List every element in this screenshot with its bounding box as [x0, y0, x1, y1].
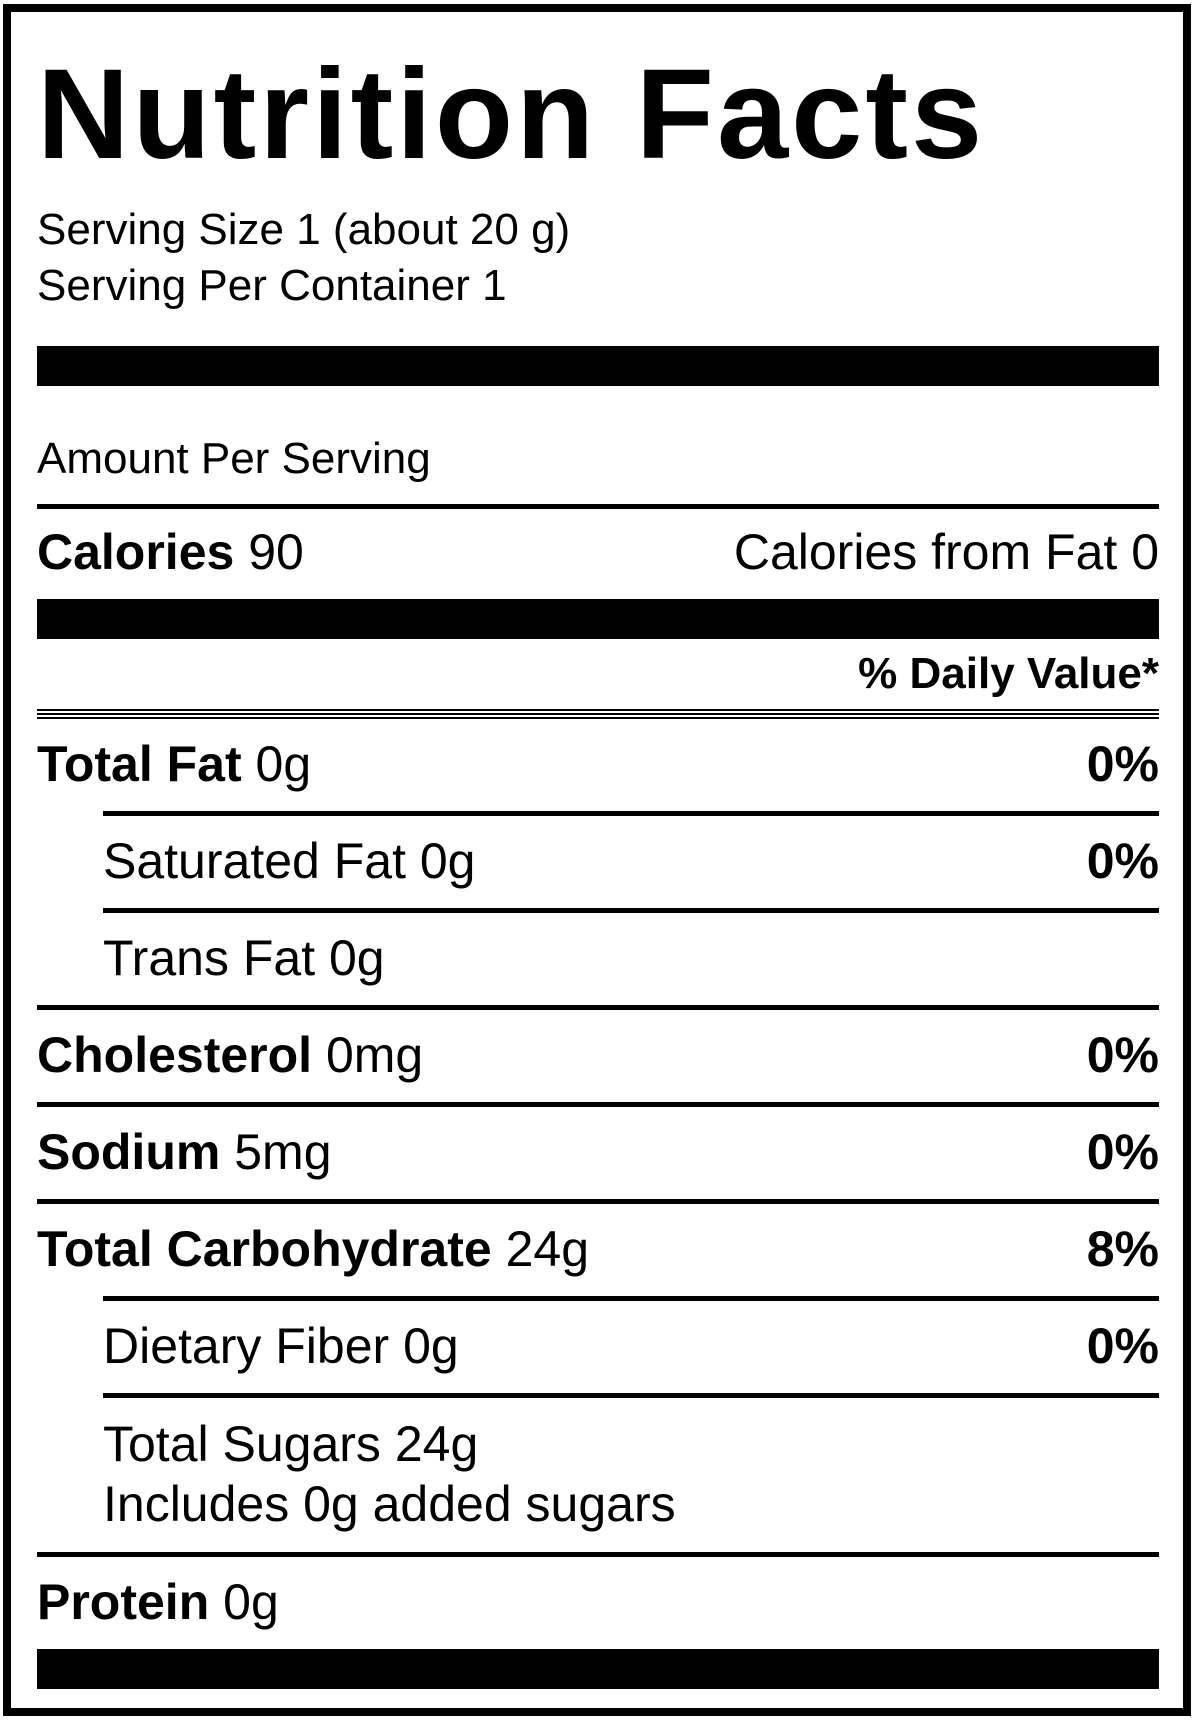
row-dietary-fiber: Dietary Fiber 0g 0%: [103, 1296, 1159, 1393]
calories-from-fat-value: 0: [1131, 524, 1159, 580]
nutrient-cell: Saturated Fat 0g: [103, 832, 476, 890]
divider-thick-middle: [37, 599, 1159, 639]
nutrient-cell: Protein 0g: [37, 1573, 279, 1631]
serving-size: Serving Size 1 (about 20 g): [37, 205, 571, 254]
calories-from-fat-label: Calories from Fat: [733, 524, 1118, 580]
nutrient-amount: 5mg: [234, 1124, 332, 1180]
label-title: Nutrition Facts: [37, 43, 986, 186]
nutrient-cell: Total Sugars 24g Includes 0g added sugar…: [103, 1414, 676, 1534]
nutrition-facts-label: Nutrition Facts Serving Size 1 (about 20…: [3, 4, 1191, 1716]
nutrient-amount: 0g: [255, 736, 312, 792]
row-total-fat: Total Fat 0g 0%: [37, 719, 1159, 811]
row-protein: Protein 0g: [37, 1552, 1159, 1649]
row-total-carbohydrate: Total Carbohydrate 24g 8%: [37, 1199, 1159, 1296]
nutrient-name: Saturated Fat: [103, 833, 406, 889]
calories-value: 90: [248, 524, 304, 580]
nutrient-amount: 0g: [419, 833, 476, 889]
calories-cell: Calories 90: [37, 523, 304, 581]
daily-value: 8%: [1086, 1221, 1159, 1277]
daily-value: 0%: [1086, 1318, 1159, 1374]
nutrient-name: Sodium: [37, 1124, 221, 1180]
divider-thick-bottom: [37, 1649, 1159, 1689]
calories-from-fat-cell: Calories from Fat 0: [734, 523, 1159, 581]
added-sugars-line: Includes 0g added sugars: [103, 1476, 676, 1532]
nutrient-amount: 0mg: [325, 1027, 424, 1083]
serving-info: Serving Size 1 (about 20 g) Serving Per …: [37, 202, 1159, 314]
nutrient-amount: 0g: [329, 930, 385, 986]
nutrient-cell: Sodium 5mg: [37, 1123, 332, 1181]
row-sodium: Sodium 5mg 0%: [37, 1102, 1159, 1199]
nutrient-name: Total Fat: [37, 736, 242, 792]
divider-thick-top: [37, 346, 1159, 386]
nutrient-cell: Total Carbohydrate 24g: [37, 1220, 589, 1278]
nutrient-name: Protein: [37, 1574, 210, 1630]
nutrient-amount: 0g: [403, 1318, 459, 1374]
calories-label: Calories: [37, 524, 235, 580]
divider-thin: [37, 504, 1159, 509]
row-saturated-fat: Saturated Fat 0g 0%: [103, 811, 1159, 908]
nutrient-amount: 24g: [505, 1221, 590, 1277]
calories-row: Calories 90 Calories from Fat 0: [37, 523, 1159, 581]
daily-value: 0%: [1086, 1027, 1159, 1083]
daily-value: 0%: [1086, 1124, 1159, 1180]
nutrient-name: Trans Fat: [103, 930, 316, 986]
sugars-line: Total Sugars 24g: [103, 1414, 676, 1474]
row-total-sugars: Total Sugars 24g Includes 0g added sugar…: [103, 1393, 1159, 1552]
amount-per-serving-heading: Amount Per Serving: [37, 434, 431, 483]
nutrient-name: Cholesterol: [37, 1027, 313, 1083]
daily-value: 0%: [1086, 736, 1159, 792]
row-trans-fat: Trans Fat 0g: [103, 908, 1159, 1005]
divider-triple: [37, 709, 1159, 719]
nutrient-cell: Dietary Fiber 0g: [103, 1317, 459, 1375]
row-cholesterol: Cholesterol 0mg 0%: [37, 1005, 1159, 1102]
daily-value-header: % Daily Value*: [858, 649, 1159, 698]
nutrient-name: Dietary Fiber: [103, 1318, 390, 1374]
nutrient-cell: Total Fat 0g: [37, 735, 311, 793]
nutrient-amount: 24g: [394, 1416, 479, 1472]
daily-value: 0%: [1086, 833, 1159, 889]
nutrient-cell: Cholesterol 0mg: [37, 1026, 423, 1084]
servings-per-container: Serving Per Container 1: [37, 261, 507, 310]
nutrient-amount: 0g: [223, 1574, 279, 1630]
nutrient-cell: Trans Fat 0g: [103, 929, 385, 987]
nutrient-name: Total Carbohydrate: [37, 1221, 492, 1277]
nutrient-name: Total Sugars: [103, 1416, 381, 1472]
